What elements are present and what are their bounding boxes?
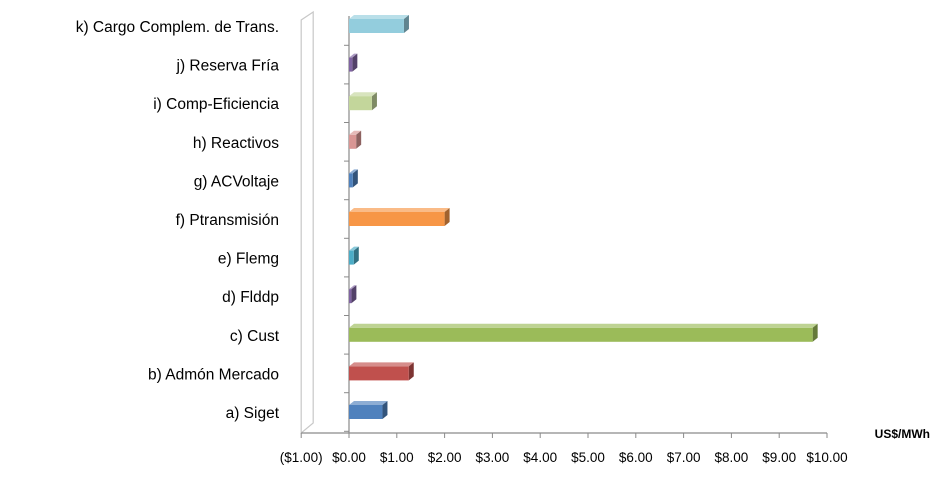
- bar-end-face: [812, 323, 818, 342]
- bar: [349, 169, 358, 188]
- bar-end-face: [351, 285, 357, 304]
- bar-top-face: [349, 92, 377, 97]
- x-axis-unit-label: US$/MWh: [875, 427, 930, 441]
- bar-front-face: [349, 173, 353, 188]
- x-tick-label: $6.00: [619, 450, 653, 465]
- category-label: a) Siget: [226, 405, 280, 422]
- bar-top-face: [349, 362, 414, 367]
- bar: [349, 15, 409, 33]
- bar-top-face: [349, 53, 358, 58]
- bar: [349, 208, 450, 226]
- x-tick-label: $8.00: [715, 450, 749, 465]
- bar-end-face: [352, 169, 358, 188]
- category-label: i) Comp-Eficiencia: [153, 96, 279, 113]
- bar-end-face: [371, 92, 377, 111]
- x-tick-label: $10.00: [806, 450, 847, 465]
- category-label: c) Cust: [230, 328, 280, 345]
- x-tick-label: $3.00: [476, 450, 510, 465]
- bar-front-face: [349, 327, 813, 342]
- bar-end-face: [352, 53, 358, 72]
- x-tick-label: $5.00: [571, 450, 605, 465]
- x-tick-labels: ($1.00) $0.00 $1.00 $2.00 $3.00 $4.00 $5.00 $6.…: [280, 450, 848, 465]
- category-label: h) Reactivos: [193, 135, 279, 152]
- bar-end-face: [444, 208, 450, 226]
- category-label: d) Flddp: [222, 289, 279, 306]
- bar-front-face: [349, 212, 445, 226]
- bar-front-face: [349, 57, 353, 72]
- bar-end-face: [353, 246, 359, 265]
- x-tick-label: $7.00: [667, 450, 701, 465]
- bar: [349, 362, 414, 381]
- bar: [349, 246, 359, 265]
- bar-top-face: [349, 323, 818, 328]
- category-label: g) ACVoltaje: [194, 173, 279, 190]
- category-label: j) Reserva Fría: [176, 58, 280, 75]
- bar-top-face: [349, 246, 359, 251]
- x-tick-label: ($1.00): [280, 450, 323, 465]
- category-label: k) Cargo Complem. de Trans.: [76, 19, 279, 36]
- bar-top-face: [349, 208, 450, 212]
- bar: [349, 401, 388, 419]
- chart-floor: [300, 10, 314, 435]
- bar: [349, 323, 818, 342]
- chart-side-wall: [300, 10, 314, 435]
- bar: [349, 130, 362, 149]
- chart-axes: [300, 16, 828, 438]
- bar-end-face: [403, 15, 409, 33]
- bar-front-face: [349, 289, 352, 304]
- category-label: b) Admón Mercado: [148, 366, 279, 383]
- bar: [349, 92, 377, 111]
- x-tick-label: $2.00: [428, 450, 462, 465]
- bar-front-face: [349, 134, 357, 149]
- bar-front-face: [349, 19, 404, 33]
- bar-front-face: [349, 366, 409, 381]
- bar-top-face: [349, 169, 358, 174]
- category-label: f) Ptransmisión: [176, 212, 279, 229]
- bar-top-face: [349, 285, 357, 290]
- x-tick-label: $4.00: [523, 450, 557, 465]
- bar-top-face: [349, 130, 362, 135]
- bar-top-face: [349, 15, 409, 19]
- bar-end-face: [408, 362, 414, 381]
- category-labels: a) Siget b) Admón Mercado c) Cust d) Flddp e…: [76, 19, 280, 422]
- bar: [349, 285, 357, 304]
- bar-end-face: [356, 130, 362, 149]
- x-tick-label: $0.00: [332, 450, 366, 465]
- x-tick-label: $1.00: [380, 450, 414, 465]
- bar-top-face: [349, 401, 388, 405]
- x-tick-label: $9.00: [762, 450, 796, 465]
- bar-front-face: [349, 405, 383, 419]
- bar-front-face: [349, 250, 354, 265]
- bar-front-face: [349, 96, 372, 111]
- bar: [349, 53, 358, 72]
- category-label: e) Flemg: [218, 251, 279, 268]
- bar-series: [349, 15, 818, 419]
- bar-end-face: [382, 401, 388, 419]
